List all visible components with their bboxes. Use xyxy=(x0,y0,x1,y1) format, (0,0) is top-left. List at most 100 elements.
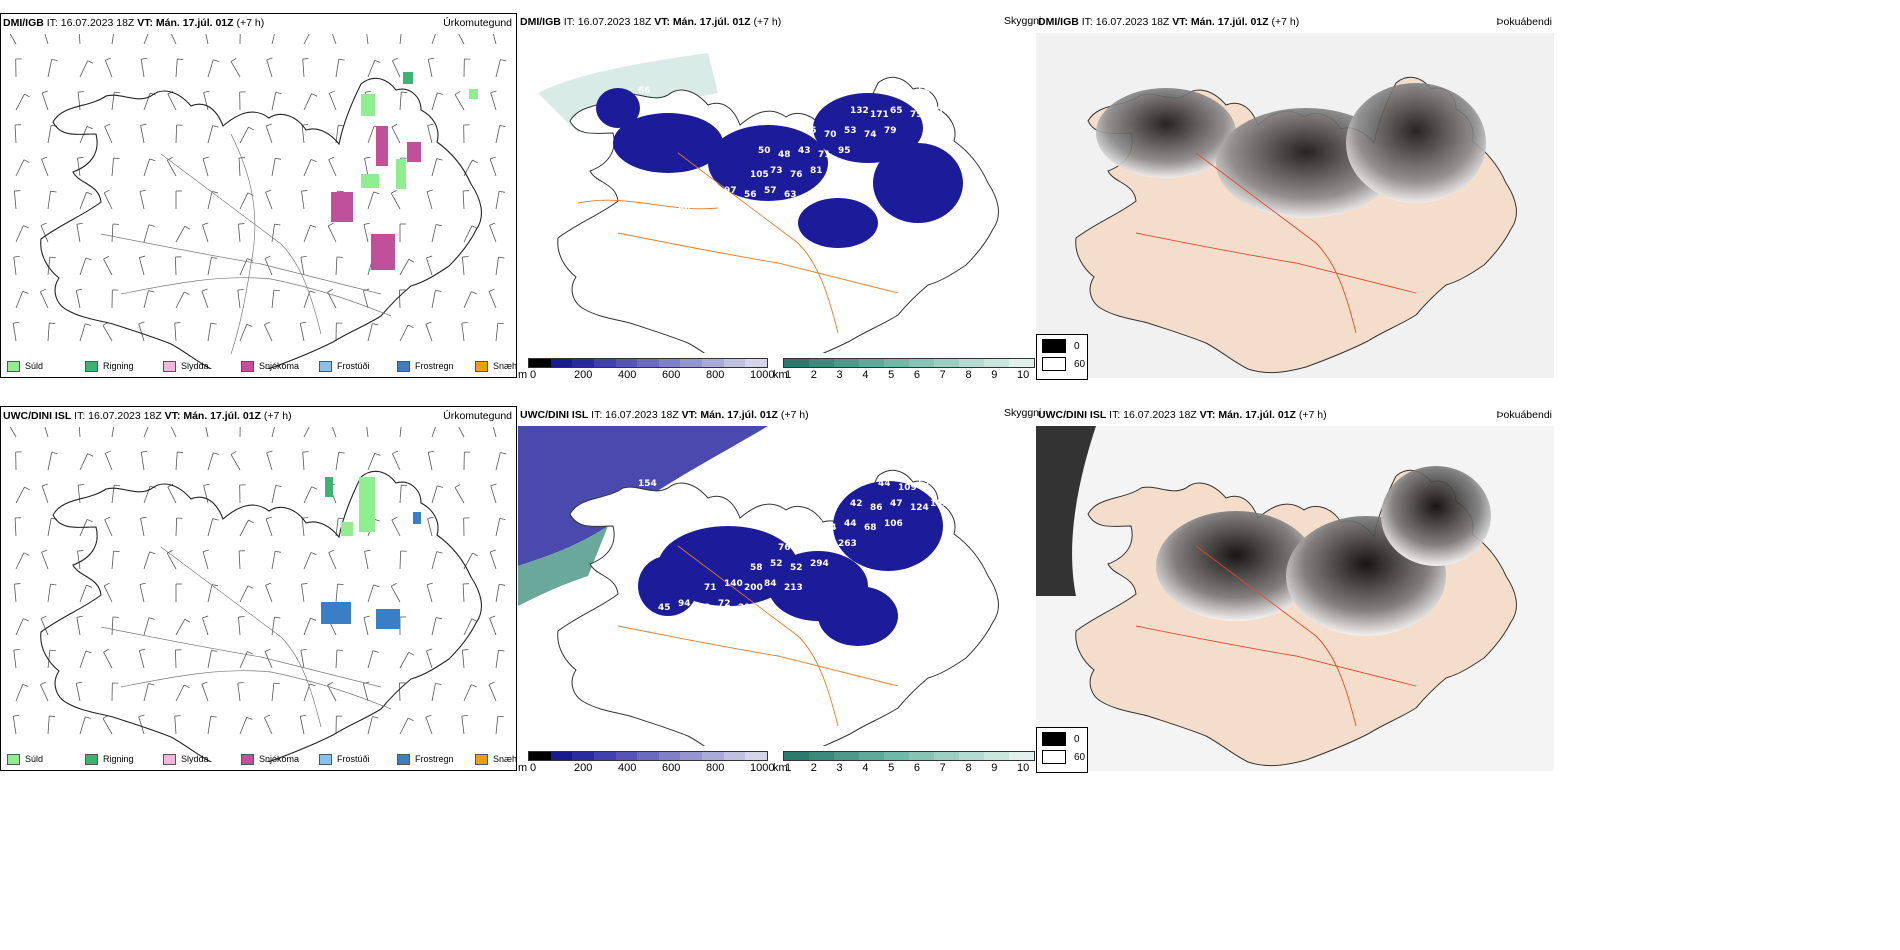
cloud-base-label: 122 xyxy=(804,519,823,529)
cloud-base-label: 83 xyxy=(924,246,937,256)
cloud-base-label: 95 xyxy=(838,146,851,156)
precip-title: Úrkomutegund xyxy=(443,410,512,422)
cloud-base-label: 66 xyxy=(638,86,651,96)
cloud-colorbar: m 0 200 400 600 800 1000 xyxy=(518,356,774,378)
cloud-base-label: 52 xyxy=(790,563,803,573)
colorbar-tick: 7 xyxy=(939,762,946,771)
colorbar-strip xyxy=(783,751,1035,761)
cloud-base-label: 98 xyxy=(678,206,691,216)
cloud-base-label: 42 xyxy=(698,603,711,613)
cloud-base-label: 97 xyxy=(724,186,737,196)
legend-swatch xyxy=(397,360,410,372)
legend-label: Súld xyxy=(25,361,44,371)
cloud-base-label: 77 xyxy=(690,226,703,236)
colorbar-tick: 3 xyxy=(836,369,843,378)
colorbar-tick: 800 xyxy=(706,762,725,771)
colorbar-tick: 1 xyxy=(785,762,792,771)
legend-label: Frostúði xyxy=(337,361,370,371)
cloud-base-label: 65 xyxy=(890,106,903,116)
colorbar-tick: 4 xyxy=(862,762,869,771)
cloud-base-label: 96 xyxy=(878,86,891,96)
cloud-base-label: 64 xyxy=(664,250,677,260)
colorbar-unit: m xyxy=(518,369,528,378)
cloud-base-label: 47 xyxy=(890,499,903,509)
legend-swatch xyxy=(85,360,98,372)
road-network xyxy=(1135,545,1417,727)
cloud-base-label: 43 xyxy=(798,146,811,156)
cloud-base-label: 57 xyxy=(764,186,777,196)
legend-label: Rigning xyxy=(103,361,134,371)
cloud-base-label: 54 xyxy=(944,250,957,260)
legend-swatch xyxy=(475,360,488,372)
cloud-base-label: 124 xyxy=(910,503,929,513)
colorbar-tick: 400 xyxy=(618,762,637,771)
cloud-base-label: 108 xyxy=(658,210,677,220)
legend-item: Snæhagl xyxy=(475,360,516,372)
cloud-labels: 154 213 195 214 106 109 263 288 294 203 84 124 72 68 6… xyxy=(638,479,969,653)
precip-panel-row2: UWC/DINI ISL IT: 16.07.2023 18Z VT: Mán.… xyxy=(0,406,517,771)
fog-legend-swatch xyxy=(1042,732,1066,746)
cloud-base-label: 86 xyxy=(870,503,883,513)
colorbar-tick: 10 xyxy=(1017,762,1030,771)
cloud-base-label: 42 xyxy=(850,499,863,509)
cloud-base-label: 74 xyxy=(864,130,877,140)
road-network xyxy=(100,133,392,355)
wind-barbs xyxy=(9,34,507,342)
cloud-base-label: 65 xyxy=(670,623,683,633)
cloud-base-label: 171 xyxy=(870,110,889,120)
colorbar-tick: 400 xyxy=(618,369,637,378)
fog-legend-label: 60 xyxy=(1074,751,1086,763)
cloud-base-label: 56 xyxy=(744,190,757,200)
cloud-base-label: 109 xyxy=(710,623,729,633)
cloud-base-label: 75 xyxy=(910,110,923,120)
cloud-base-label: 106 xyxy=(818,543,837,553)
cloud-base-label: 70 xyxy=(824,130,837,140)
cloud-map: 66 63 80 75 79 60 95 64 81 70 57 75 63 74 77 71 61 76 59 56… xyxy=(538,53,999,353)
legend-item: Frostúði xyxy=(319,360,397,372)
cloud-base-label: 140 xyxy=(724,579,743,589)
cloud-base-label: 109 xyxy=(898,483,917,493)
legend-label: Frostúði xyxy=(337,754,370,764)
cloud-base-label: 50 xyxy=(698,210,711,220)
cloud-base-label: 94 xyxy=(678,599,691,609)
colorbar-tick: 800 xyxy=(706,369,725,378)
cloud-base-label: 132 xyxy=(850,106,869,116)
colorbar-tick: 1 xyxy=(785,369,792,378)
cloud-panel-row1: DMI/IGB IT: 16.07.2023 18Z VT: Mán. 17.j… xyxy=(518,13,1035,378)
fog-title: Þokuábendi xyxy=(1496,16,1552,28)
legend-label: Snæhagl xyxy=(493,754,517,764)
legend-swatch xyxy=(241,360,254,372)
precip-legend: Súld Rigning Slydda Snjókoma Frostúði Frostre… xyxy=(7,752,517,766)
colorbar-tick: 6 xyxy=(913,762,920,771)
colorbar-tick: 0 xyxy=(530,369,537,378)
colorbar-tick: 6 xyxy=(913,369,920,378)
legend-item: Súld xyxy=(7,360,85,372)
cloud-base-label: 294 xyxy=(810,559,829,569)
cloud-base-label: 75 xyxy=(738,210,751,220)
cloud-base-label: 70 xyxy=(938,90,951,100)
colorbar-tick: 8 xyxy=(965,762,972,771)
cloud-base-label: 72 xyxy=(718,599,731,609)
cloud-labels: 66 63 80 75 79 60 95 64 81 70 57 75 63 74 77 71 61 76 59 56… xyxy=(638,86,963,260)
legend-swatch xyxy=(163,360,176,372)
cloud-base-label: 50 xyxy=(758,146,771,156)
colorbar-tick: 2 xyxy=(810,762,817,771)
fog-map xyxy=(1036,426,1554,771)
colorbar-unit: m xyxy=(518,762,528,771)
cloud-base-label: 105 xyxy=(750,170,769,180)
cloud-base-label: 106 xyxy=(884,519,903,529)
cloud-base-label: 76 xyxy=(790,170,803,180)
cloud-base-label: 74 xyxy=(824,523,837,533)
cloud-base-label: 263 xyxy=(838,539,857,549)
precip-title: Úrkomutegund xyxy=(443,17,512,29)
colorbar-tick: 9 xyxy=(991,369,998,378)
cloud-base-label: 214 xyxy=(738,603,757,613)
cloud-base-label: 200 xyxy=(744,583,763,593)
legend-label: Frostregn xyxy=(415,361,454,371)
cloud-base-label: 59 xyxy=(918,86,931,96)
legend-item: Snjókoma xyxy=(241,753,319,765)
legend-item: Frostúði xyxy=(319,753,397,765)
cloud-base-label: 68 xyxy=(864,523,877,533)
visibility-title: Skyggni xyxy=(1004,15,1042,27)
cloud-map: 154 213 195 214 106 109 263 288 294 203 84 124 72 68 6… xyxy=(518,426,999,746)
